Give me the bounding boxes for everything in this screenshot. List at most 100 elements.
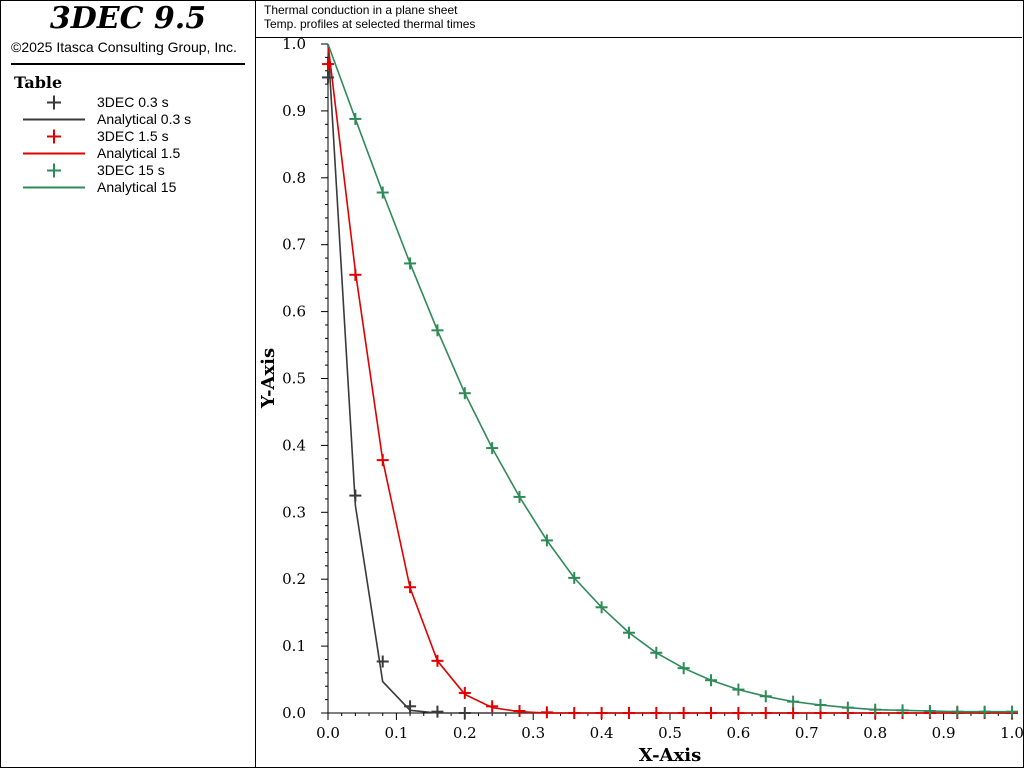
- line-swatch-icon: [23, 118, 85, 121]
- data-point: [404, 257, 417, 270]
- data-point: [759, 690, 772, 703]
- legend-label: 3DEC 15 s: [97, 162, 165, 178]
- data-point: [951, 705, 964, 718]
- data-point: [349, 268, 362, 281]
- plot-header: Thermal conduction in a plane sheet Temp…: [256, 1, 1022, 38]
- data-point: [677, 707, 690, 719]
- data-point: [732, 683, 745, 696]
- data-point: [759, 707, 772, 719]
- data-point: [458, 387, 471, 400]
- legend-item: 3DEC 0.3 s: [1, 94, 251, 111]
- data-point: [431, 705, 444, 718]
- data-point: [513, 490, 526, 503]
- legend-label: Analytical 0.3 s: [97, 111, 192, 127]
- data-point: [568, 707, 581, 719]
- legend-label: 3DEC 0.3 s: [97, 94, 169, 110]
- data-point: [1006, 705, 1018, 718]
- data-point: [814, 698, 827, 711]
- data-point: [486, 442, 499, 455]
- x-tick-label: 0.8: [863, 724, 887, 742]
- legend-item: Analytical 0.3 s: [1, 111, 251, 128]
- x-tick-label: 0.5: [658, 724, 682, 742]
- data-point: [431, 324, 444, 337]
- data-point: [923, 704, 936, 717]
- data-point: [404, 700, 417, 713]
- series-line: [327, 43, 1012, 714]
- x-tick-label: 0.6: [726, 724, 750, 742]
- data-point: [622, 626, 635, 639]
- data-point: [650, 707, 663, 719]
- data-point: [540, 534, 553, 547]
- data-point: [431, 654, 444, 667]
- x-tick-label: 0.7: [795, 724, 819, 742]
- copyright-text: ©2025 Itasca Consulting Group, Inc.: [11, 39, 237, 55]
- data-point: [595, 601, 608, 614]
- divider: [11, 63, 245, 65]
- data-point: [595, 707, 608, 719]
- data-point: [787, 695, 800, 708]
- y-tick-label: 0.8: [282, 169, 306, 187]
- y-tick-label: 0.9: [282, 102, 306, 120]
- plus-marker-icon: [47, 95, 61, 110]
- data-point: [458, 686, 471, 699]
- data-point: [650, 646, 663, 659]
- y-tick-label: 0.6: [282, 303, 306, 321]
- data-point: [486, 700, 499, 713]
- data-point: [513, 704, 526, 717]
- legend-panel: 3DEC 9.5 ©2025 Itasca Consulting Group, …: [1, 1, 256, 767]
- x-tick-label: 0.3: [521, 724, 545, 742]
- line-swatch-icon: [23, 186, 85, 189]
- data-point: [376, 454, 389, 467]
- data-point: [705, 674, 718, 687]
- y-tick-label: 0.1: [282, 637, 306, 655]
- data-point: [869, 703, 882, 716]
- data-point: [458, 707, 471, 719]
- x-tick-label: 1.0: [1000, 724, 1024, 742]
- data-point: [896, 704, 909, 717]
- x-tick-label: 0.9: [932, 724, 956, 742]
- x-tick-label: 0.4: [590, 724, 614, 742]
- plot-subtitle: Temp. profiles at selected thermal times: [264, 17, 476, 31]
- data-point: [677, 662, 690, 675]
- legend-item: 3DEC 15 s: [1, 162, 251, 179]
- data-point: [787, 707, 800, 719]
- legend-label: Analytical 1.5: [97, 145, 181, 161]
- series-line: [327, 43, 1012, 714]
- legend-item: 3DEC 1.5 s: [1, 128, 251, 145]
- data-point: [705, 707, 718, 719]
- x-tick-label: 0.1: [384, 724, 408, 742]
- data-point: [841, 701, 854, 714]
- plus-marker-icon: [47, 129, 61, 144]
- legend-item: Analytical 1.5: [1, 145, 251, 162]
- y-tick-label: 0.0: [282, 704, 306, 722]
- data-point: [978, 705, 991, 718]
- y-tick-label: 0.2: [282, 570, 306, 588]
- legend-item: Analytical 15: [1, 179, 251, 196]
- data-point: [322, 58, 334, 71]
- y-tick-label: 1.0: [282, 35, 306, 53]
- legend-title: Table: [14, 73, 63, 92]
- data-point: [349, 112, 362, 125]
- x-tick-label: 0.0: [316, 724, 340, 742]
- data-point: [404, 581, 417, 594]
- series-line: [327, 43, 1012, 713]
- legend-label: Analytical 15: [97, 179, 177, 195]
- data-point: [376, 186, 389, 199]
- y-axis-title: Y-Axis: [258, 348, 279, 409]
- x-tick-label: 0.2: [453, 724, 477, 742]
- data-point: [622, 707, 635, 719]
- data-point: [322, 71, 334, 84]
- data-point: [568, 571, 581, 584]
- app-title: 3DEC 9.5: [49, 1, 207, 36]
- data-point: [732, 707, 745, 719]
- y-tick-label: 0.4: [282, 436, 306, 454]
- data-point: [349, 489, 362, 502]
- x-axis-title: X-Axis: [639, 745, 701, 766]
- plus-marker-icon: [47, 163, 61, 178]
- y-tick-label: 0.7: [282, 236, 306, 254]
- plot-title: Thermal conduction in a plane sheet: [264, 3, 458, 17]
- y-tick-label: 0.5: [282, 370, 306, 388]
- y-tick-label: 0.3: [282, 503, 306, 521]
- data-point: [540, 706, 553, 719]
